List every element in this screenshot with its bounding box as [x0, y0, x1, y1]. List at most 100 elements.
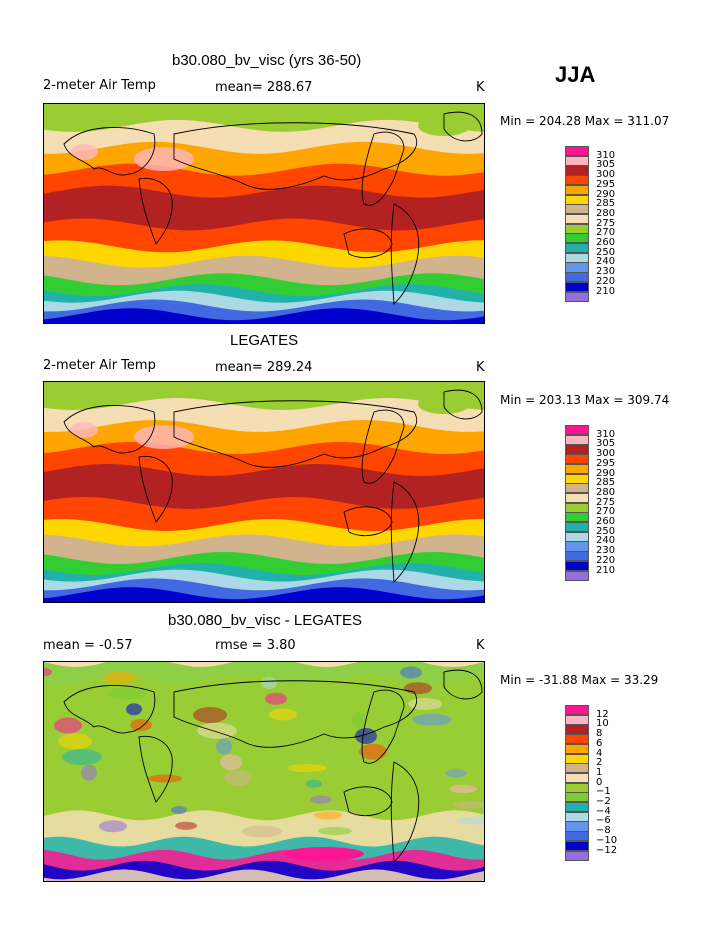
colorbar-swatch	[565, 531, 589, 542]
colorbar-tick-label: 280	[596, 207, 616, 219]
colorbar-swatch	[565, 714, 589, 725]
colorbar-swatch	[565, 811, 589, 822]
colorbar-swatch	[565, 734, 589, 745]
colorbar-tick-label: −8	[596, 825, 611, 837]
colorbar-swatch	[565, 252, 589, 263]
colorbar-swatch	[565, 522, 589, 533]
colorbar-tick-label: −1	[596, 786, 611, 798]
colorbar-swatch	[565, 502, 589, 513]
panel2-unit-label: K	[476, 360, 485, 375]
panel1-map	[43, 103, 485, 324]
colorbar-swatch	[565, 213, 589, 225]
colorbar-swatch	[565, 291, 589, 302]
colorbar-swatch	[565, 551, 589, 562]
colorbar-tick-label: 210	[596, 285, 616, 297]
colorbar-tick-label: 240	[596, 535, 616, 547]
colorbar-swatch	[565, 473, 589, 484]
panel2-field	[44, 382, 484, 602]
colorbar-swatch	[565, 184, 589, 195]
colorbar-tick-label: 270	[596, 227, 616, 239]
colorbar-tick-label: 250	[596, 246, 616, 258]
colorbar-swatch	[565, 492, 589, 504]
colorbar-swatch	[565, 792, 589, 803]
panel1-minmax: Min = 204.28 Max = 311.07	[500, 114, 670, 128]
colorbar-swatch	[565, 705, 589, 716]
panel1-unit-label: K	[476, 80, 485, 95]
colorbar-tick-label: 260	[596, 237, 616, 248]
colorbar-tick-label: 10	[596, 718, 609, 730]
colorbar-swatch	[565, 763, 589, 774]
colorbar-tick-label: 305	[596, 159, 616, 171]
panel2-title: LEGATES	[230, 332, 299, 349]
colorbar-tick-label: 310	[596, 149, 616, 161]
season-label: JJA	[555, 62, 596, 87]
colorbar-tick-label: 4	[596, 747, 603, 759]
colorbar-tick-label: 280	[596, 486, 616, 498]
colorbar-swatch	[565, 444, 589, 455]
colorbar-tick-label: 310	[596, 428, 616, 440]
colorbar-tick-label: 295	[596, 178, 616, 190]
colorbar-swatch	[565, 425, 589, 436]
panel2-minmax: Min = 203.13 Max = 309.74	[500, 393, 670, 407]
colorbar-swatch	[565, 850, 589, 861]
colorbar-swatch	[565, 541, 589, 552]
colorbar-tick-label: 270	[596, 506, 616, 518]
colorbar-swatch	[565, 262, 589, 273]
panel2-map	[43, 381, 485, 603]
colorbar-tick-label: 305	[596, 438, 616, 450]
colorbar-tick-label: 300	[596, 448, 616, 460]
colorbar-tick-label: 290	[596, 467, 616, 479]
colorbar-tick-label: 2	[596, 757, 603, 769]
colorbar-swatch	[565, 512, 589, 523]
panel1-mean-label: mean= 288.67	[215, 80, 313, 95]
panel3-unit-label: K	[476, 638, 485, 653]
colorbar-swatch	[565, 840, 589, 851]
colorbar-swatch	[565, 194, 589, 205]
colorbar-swatch	[565, 175, 589, 186]
colorbar-tick-label: 295	[596, 457, 616, 469]
colorbar-swatch	[565, 802, 589, 813]
colorbar-tick-label: 250	[596, 525, 616, 537]
colorbar-tick-label: 230	[596, 266, 616, 278]
colorbar-tick-label: 1	[596, 766, 603, 778]
panel3-map	[43, 661, 485, 882]
colorbar-tick-label: 230	[596, 545, 616, 557]
colorbar-tick-label: 8	[596, 728, 603, 740]
colorbar-tick-label: 285	[596, 198, 616, 210]
colorbar-swatch	[565, 272, 589, 283]
colorbar-swatch	[565, 463, 589, 474]
colorbar-swatch	[565, 454, 589, 465]
colorbar-tick-label: 220	[596, 554, 616, 566]
colorbar-tick-label: −6	[596, 815, 611, 827]
colorbar-swatch	[565, 772, 589, 784]
colorbar-swatch	[565, 831, 589, 842]
colorbar-swatch	[565, 204, 589, 215]
colorbar-swatch	[565, 155, 589, 166]
panel2-variable-label: 2-meter Air Temp	[43, 358, 156, 373]
panel2-mean-label: mean= 289.24	[215, 360, 313, 375]
panel1-title: b30.080_bv_visc (yrs 36-50)	[172, 52, 362, 69]
colorbar-tick-label: −10	[596, 834, 618, 846]
colorbar-tick-label: 275	[596, 496, 616, 508]
colorbar-tick-label: 12	[596, 708, 609, 720]
colorbar-tick-label: 6	[596, 737, 603, 749]
colorbar-tick-label: 285	[596, 477, 616, 489]
colorbar-tick-label: 240	[596, 256, 616, 268]
colorbar-tick-label: 260	[596, 516, 616, 527]
colorbar-tick-label: 300	[596, 169, 616, 181]
colorbar-tick-label: 290	[596, 188, 616, 200]
colorbar-swatch	[565, 743, 589, 754]
colorbar-tick-label: 275	[596, 217, 616, 229]
colorbar-tick-label: 220	[596, 275, 616, 287]
colorbar-swatch	[565, 243, 589, 254]
panel3-title: b30.080_bv_visc - LEGATES	[168, 612, 362, 629]
colorbar-tick-label: −2	[596, 796, 611, 807]
colorbar-swatch	[565, 821, 589, 832]
colorbar-tick-label: −12	[596, 844, 618, 856]
colorbar-swatch	[565, 724, 589, 735]
colorbar-swatch	[565, 281, 589, 292]
panel3-rmse-label: rmse = 3.80	[215, 638, 296, 653]
colorbar-swatch	[565, 782, 589, 793]
colorbar-tick-label: −4	[596, 805, 611, 817]
colorbar-swatch	[565, 753, 589, 764]
